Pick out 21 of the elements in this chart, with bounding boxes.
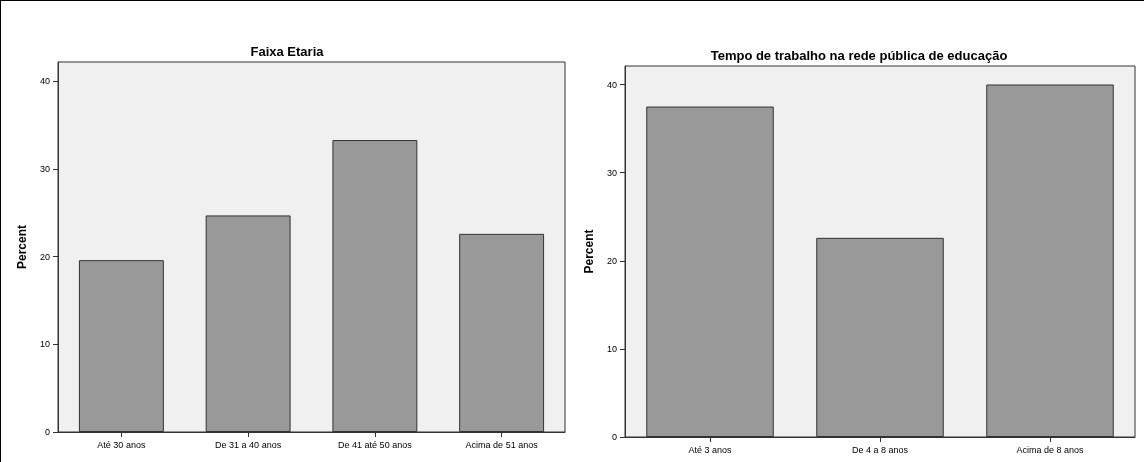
- chart-title: Tempo de trabalho na rede pública de educação: [710, 48, 1008, 63]
- y-tick-label: 20: [39, 251, 50, 262]
- x-tick-label: De 41 até 50 anos: [338, 439, 413, 450]
- y-tick-label: 20: [606, 255, 617, 266]
- y-tick-label: 30: [39, 163, 50, 174]
- y-tick-label: 10: [39, 339, 50, 350]
- y-axis-title: Percent: [15, 224, 29, 270]
- y-tick-label: 30: [606, 167, 617, 178]
- x-tick-label: Até 3 anos: [688, 444, 733, 455]
- y-tick-label: 40: [606, 79, 617, 90]
- y-axis-title: Percent: [582, 229, 596, 274]
- y-tick-label: 0: [44, 427, 50, 437]
- y-tick-label: 10: [606, 343, 617, 354]
- y-tick-label: 0: [611, 432, 617, 442]
- x-tick-label: Acima de 8 anos: [1016, 444, 1085, 455]
- x-tick-label: Até 30 anos: [97, 439, 146, 450]
- x-tick-label: Acima de 51 anos: [465, 439, 539, 450]
- x-tick-label: De 4 a 8 anos: [851, 444, 909, 455]
- y-tick-label: 40: [39, 76, 50, 87]
- chart-title: Faixa Etaria: [250, 44, 325, 59]
- x-tick-label: De 31 a 40 anos: [215, 439, 282, 450]
